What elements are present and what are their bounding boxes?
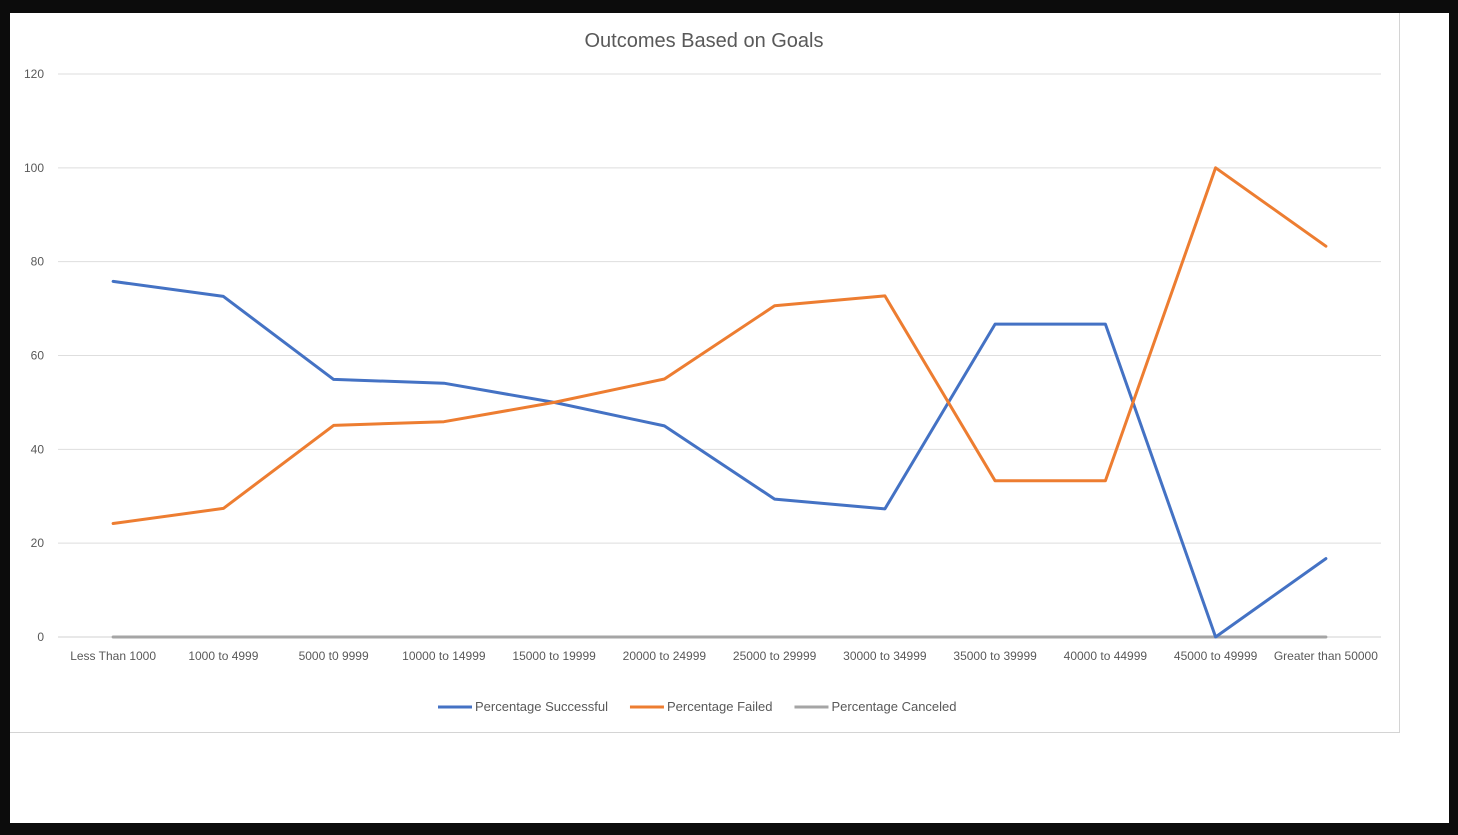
x-tick-label: Less Than 1000 <box>70 649 156 663</box>
x-tick-label: 10000 to 14999 <box>402 649 486 663</box>
legend-label: Percentage Canceled <box>831 699 956 714</box>
series-line-percentage-failed <box>111 166 1328 525</box>
series-line-percentage-successful <box>111 279 1328 639</box>
y-tick-label: 60 <box>31 349 45 363</box>
chart-title: Outcomes Based on Goals <box>584 30 823 52</box>
x-tick-label: 35000 to 39999 <box>953 649 1037 663</box>
y-tick-label: 20 <box>31 536 45 550</box>
gridlines <box>58 73 1381 638</box>
x-tick-label: 40000 to 44999 <box>1064 649 1148 663</box>
y-axis-ticks: 0 20 40 60 80 100 120 <box>24 67 44 644</box>
window-frame: Outcomes Based on Goals 0 20 40 60 80 100 120 … <box>10 13 1449 823</box>
x-tick-label: 5000 t0 9999 <box>299 649 369 663</box>
chart-area[interactable]: Outcomes Based on Goals 0 20 40 60 80 100 120 … <box>10 13 1400 733</box>
legend-label: Percentage Failed <box>667 699 773 714</box>
x-axis-ticks: Less Than 1000 1000 to 4999 5000 t0 9999 10… <box>70 649 1378 663</box>
x-tick-label: 25000 to 29999 <box>733 649 817 663</box>
x-tick-label: 15000 to 19999 <box>512 649 596 663</box>
x-tick-label: Greater than 50000 <box>1274 649 1378 663</box>
y-tick-label: 100 <box>24 161 44 175</box>
line-chart: Outcomes Based on Goals 020406080100120 … <box>24 30 1381 714</box>
x-tick-label: 1000 to 4999 <box>188 649 258 663</box>
y-tick-label: 0 <box>37 630 44 644</box>
x-tick-label: 30000 to 34999 <box>843 649 927 663</box>
y-tick-label: 40 <box>31 442 45 456</box>
legend-label: Percentage Successful <box>475 699 608 714</box>
x-tick-label: 45000 to 49999 <box>1174 649 1258 663</box>
series-lines <box>111 166 1328 639</box>
legend: Percentage Successful Percentage Failed Pe… <box>438 699 957 714</box>
x-tick-label: 20000 to 24999 <box>623 649 707 663</box>
y-tick-label: 120 <box>24 67 44 81</box>
y-tick-label: 80 <box>31 255 45 269</box>
